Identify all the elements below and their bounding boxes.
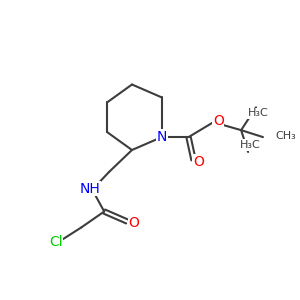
Text: CH₃: CH₃ [275,131,296,141]
Text: O: O [213,114,224,128]
Text: H₃C: H₃C [240,140,260,150]
Text: O: O [128,216,140,230]
Text: NH: NH [80,182,101,196]
Text: Cl: Cl [49,235,62,249]
Text: N: N [157,130,167,144]
Text: H₃C: H₃C [248,108,268,118]
Text: O: O [193,155,204,169]
